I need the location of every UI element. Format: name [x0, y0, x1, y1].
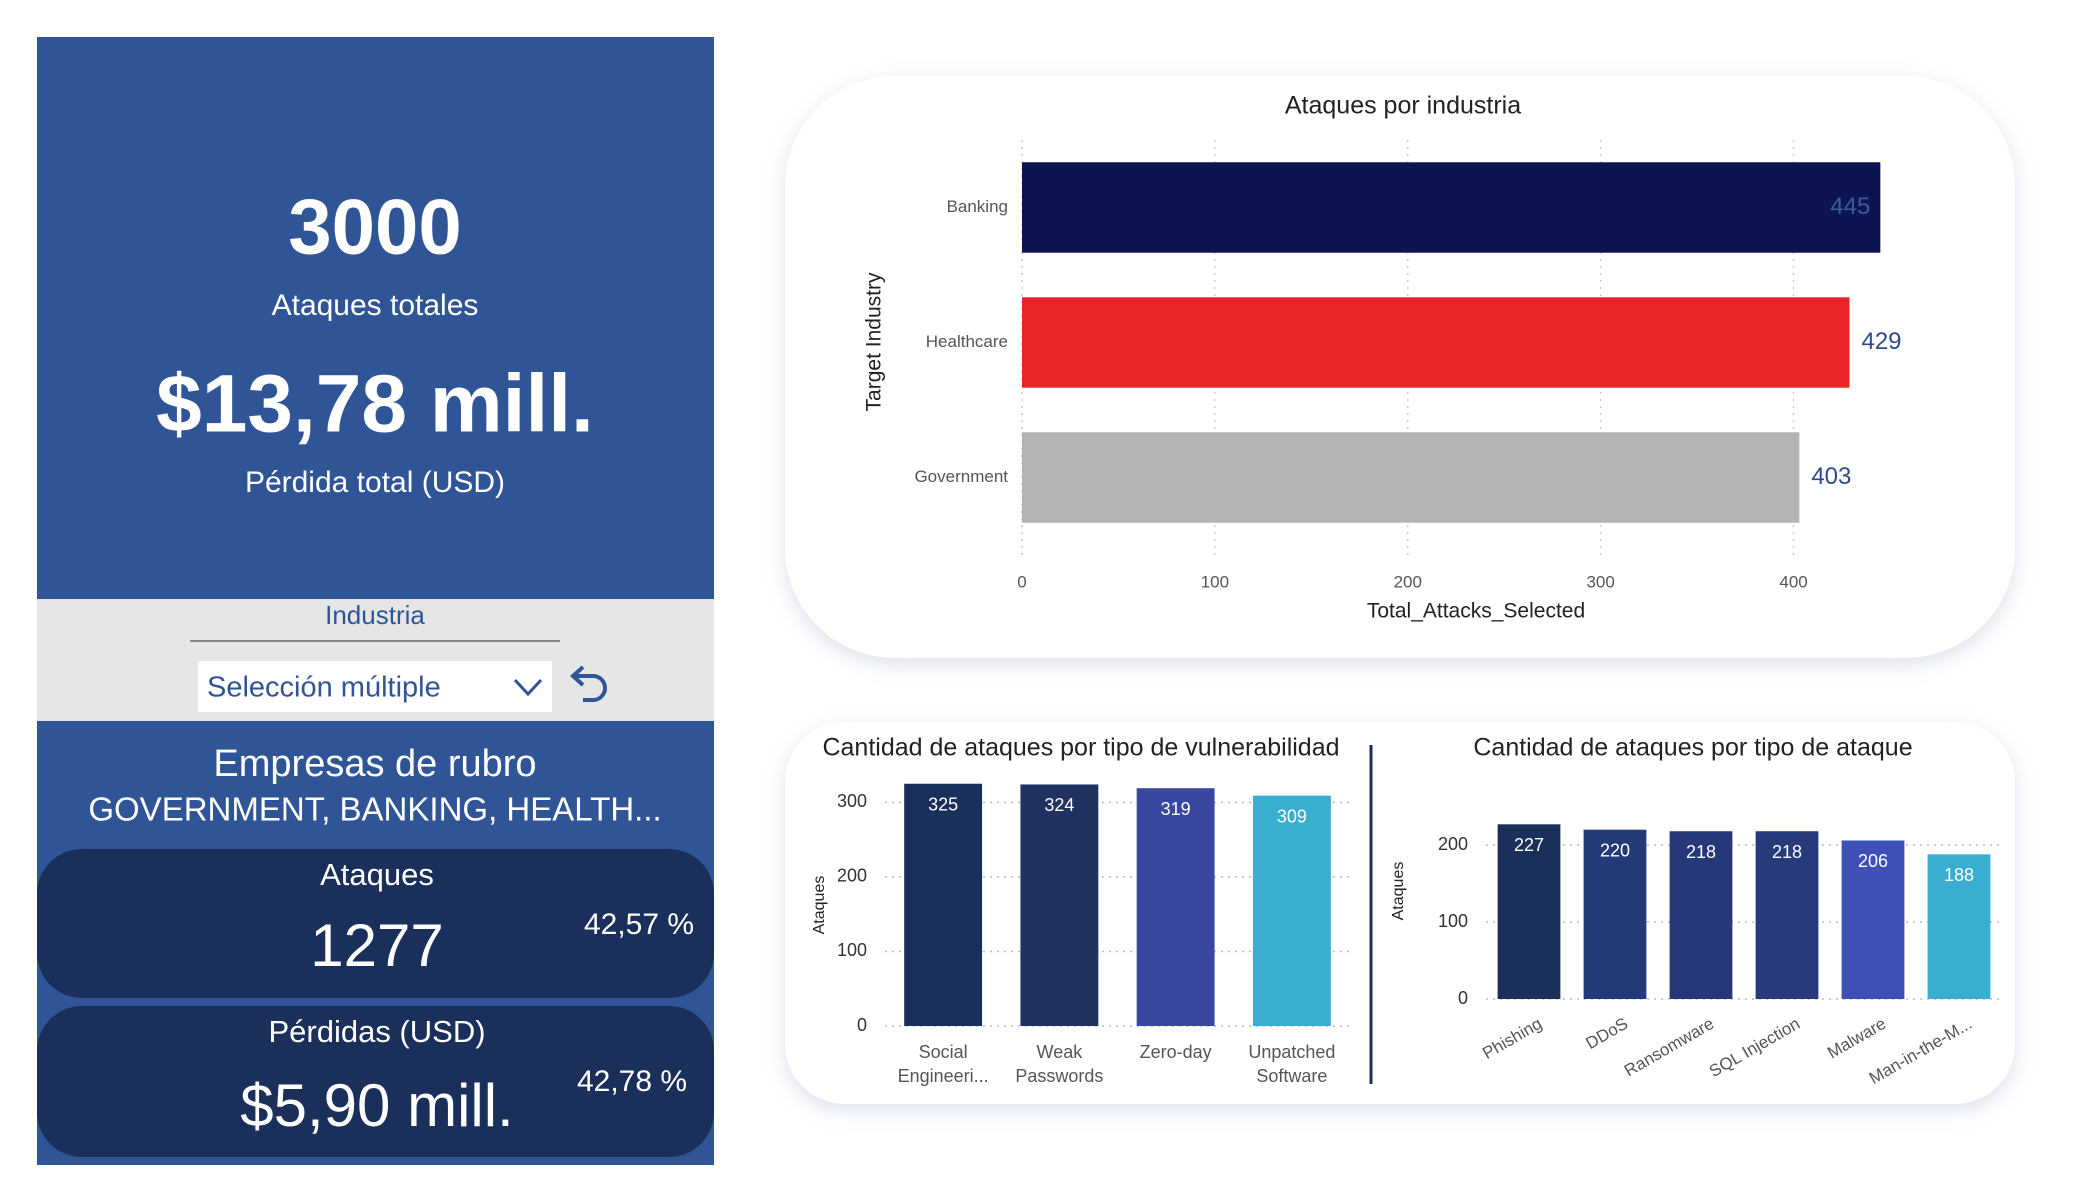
bar — [1136, 788, 1215, 1026]
bar — [1755, 831, 1819, 999]
chart-title: Cantidad de ataques por tipo de vulnerab… — [822, 734, 1339, 762]
y-tick-label: 0 — [857, 1015, 867, 1035]
value-label: 325 — [928, 794, 958, 814]
y-tick-label: 100 — [837, 940, 867, 960]
y-tick-label: 0 — [1458, 988, 1468, 1008]
value-label: 218 — [1686, 842, 1716, 862]
bar — [1669, 831, 1733, 999]
bar — [904, 783, 983, 1026]
value-label: 309 — [1277, 806, 1307, 826]
selection-industries: GOVERNMENT, BANKING, HEALTH... — [88, 791, 661, 828]
bar — [1252, 795, 1331, 1026]
x-tick-label: 400 — [1779, 572, 1807, 591]
total-loss-label: Pérdida total (USD) — [245, 466, 505, 499]
slicer-dropdown[interactable]: Selección múltiple — [198, 661, 552, 712]
y-tick-label: 300 — [837, 791, 867, 811]
value-label: 403 — [1811, 463, 1851, 490]
bar — [1022, 432, 1800, 523]
value-label: 429 — [1861, 328, 1901, 355]
total-loss: $13,78 mill. — [156, 359, 594, 450]
attacks-value: 1277 — [310, 912, 443, 979]
bar — [1022, 297, 1850, 388]
bar — [1020, 784, 1099, 1026]
selection-title: Empresas de rubro — [213, 743, 536, 785]
x-tick-label: 300 — [1586, 572, 1614, 591]
category-label-box: Social Engineeri... — [897, 1042, 989, 1086]
losses-card — [37, 1006, 714, 1157]
x-tick-label: 100 — [1201, 572, 1229, 591]
bar — [1583, 829, 1647, 999]
category-label: Zero-day — [1139, 1042, 1212, 1062]
chart-title: Cantidad de ataques por tipo de ataque — [1473, 734, 1912, 762]
value-label: 319 — [1161, 799, 1191, 819]
category-label: Social Engineeri... — [897, 1042, 989, 1086]
slicer-title: Industria — [325, 600, 425, 630]
losses-share: 42,78 % — [577, 1065, 687, 1098]
category-label: Unpatched Software — [1248, 1042, 1336, 1086]
reset-button[interactable] — [570, 665, 607, 702]
kpi-panel — [37, 37, 714, 599]
dropdown-value[interactable]: Selección múltiple — [207, 672, 441, 704]
x-tick-label: 0 — [1017, 572, 1026, 591]
y-axis-label: Ataques — [1390, 862, 1407, 921]
dropdown-box[interactable] — [198, 661, 552, 712]
x-tick-label: 200 — [1394, 572, 1422, 591]
value-label: 324 — [1044, 795, 1074, 815]
bar — [1841, 840, 1905, 999]
category-label: Healthcare — [926, 332, 1008, 351]
y-tick-label: 100 — [1438, 911, 1468, 931]
y-axis-label: Ataques — [811, 876, 828, 935]
value-label: 218 — [1772, 842, 1802, 862]
bar — [1927, 854, 1991, 999]
y-tick-label: 200 — [1438, 834, 1468, 854]
category-label-box: Unpatched Software — [1248, 1042, 1336, 1086]
value-label: 445 — [1830, 193, 1870, 220]
category-label: Banking — [947, 197, 1008, 216]
attacks-card — [37, 849, 714, 998]
chart-title: Ataques por industria — [1285, 92, 1521, 120]
bar — [1022, 162, 1881, 253]
category-label: Government — [914, 467, 1008, 486]
y-axis-label: Target Industry — [863, 272, 886, 411]
losses-value: $5,90 mill. — [240, 1072, 513, 1139]
bar — [1497, 824, 1561, 999]
category-label: Weak Passwords — [1015, 1042, 1104, 1086]
attacks-share: 42,57 % — [584, 908, 694, 941]
total-attacks-label: Ataques totales — [272, 289, 479, 322]
value-label: 188 — [1944, 865, 1974, 885]
total-attacks: 3000 — [288, 183, 462, 271]
losses-label: Pérdidas (USD) — [268, 1014, 485, 1049]
attacks-label: Ataques — [320, 857, 434, 892]
category-label-box: Weak Passwords — [1015, 1042, 1104, 1086]
reset-arrow-head[interactable] — [570, 665, 585, 687]
value-label: 206 — [1858, 851, 1888, 871]
y-tick-label: 200 — [837, 866, 867, 886]
reset-arrow[interactable] — [575, 674, 607, 702]
value-label: 220 — [1600, 840, 1630, 860]
x-axis-label: Total_Attacks_Selected — [1367, 600, 1585, 623]
value-label: 227 — [1514, 835, 1544, 855]
category-label-box: Zero-day — [1139, 1042, 1212, 1062]
dropdown-chevron[interactable] — [513, 678, 543, 697]
